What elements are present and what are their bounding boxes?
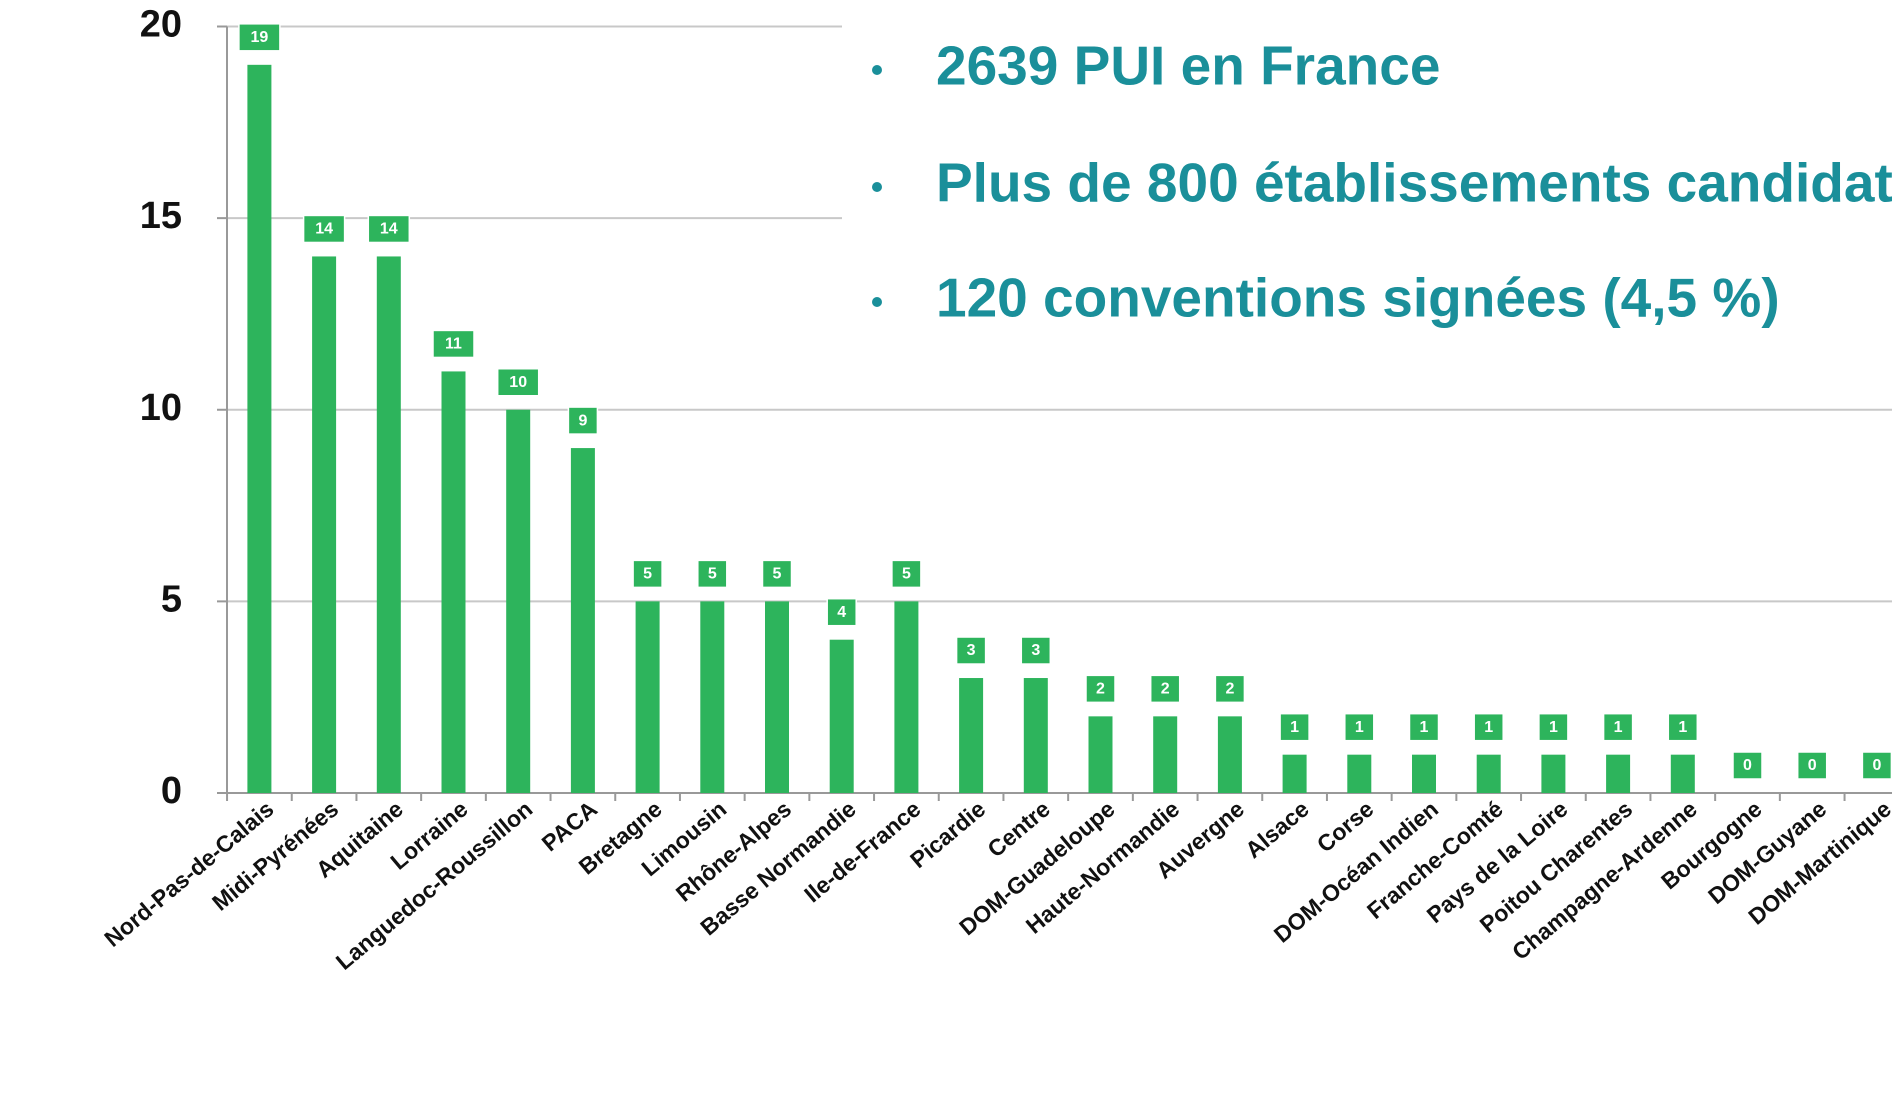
data-label-box: [891, 559, 922, 589]
data-label: 5: [643, 566, 652, 583]
data-label-box: [1732, 751, 1763, 780]
bar: [1670, 754, 1695, 793]
data-label-box: [567, 406, 599, 435]
data-label-box: [1149, 674, 1181, 704]
bar: [635, 601, 660, 793]
data-label-box: [1796, 751, 1828, 780]
data-label: 1: [1614, 719, 1623, 736]
data-label: 2: [1161, 681, 1170, 698]
annotation: 2639 PUI en France: [936, 35, 1440, 97]
bar: [894, 601, 919, 793]
data-label: 1: [1355, 719, 1364, 736]
data-label-box: [432, 329, 475, 359]
data-label-box: [1602, 712, 1634, 742]
data-label-box: [955, 636, 987, 665]
data-label: 2: [1225, 681, 1234, 698]
data-label: 11: [445, 336, 462, 353]
bar: [1412, 754, 1436, 793]
bar: [700, 601, 725, 793]
bar: [441, 371, 466, 793]
data-label: 5: [773, 566, 782, 583]
data-label: 9: [578, 412, 587, 429]
bullet: [872, 65, 882, 75]
bullet: [872, 297, 882, 307]
bar: [1347, 754, 1372, 793]
bar: [1023, 678, 1048, 793]
data-label: 14: [380, 221, 398, 238]
bar: [829, 639, 854, 793]
data-label: 1: [1678, 719, 1687, 736]
bar: [570, 448, 595, 793]
bar: [1476, 754, 1501, 793]
data-label-box: [1020, 636, 1052, 665]
y-tick-label: 0: [161, 770, 182, 812]
y-tick-label: 20: [140, 4, 182, 46]
data-label: 2: [1096, 681, 1105, 698]
bar: [1606, 754, 1631, 793]
data-label: 0: [1872, 757, 1881, 774]
bar: [247, 64, 272, 793]
bar: [1217, 716, 1242, 793]
bar: [506, 409, 531, 793]
bar: [1153, 716, 1178, 793]
data-label-box: [632, 559, 663, 589]
data-label-box: [761, 559, 793, 589]
data-label-box: [1667, 712, 1699, 742]
data-label-box: [697, 559, 728, 589]
bullet: [872, 182, 882, 192]
data-label: 19: [251, 29, 269, 46]
data-label-box: [238, 23, 281, 52]
data-label-box: [1279, 712, 1310, 742]
data-label-box: [302, 214, 346, 244]
data-label: 1: [1549, 719, 1558, 736]
data-label-box: [1408, 712, 1440, 742]
data-label: 5: [708, 566, 717, 583]
data-label-box: [1085, 674, 1116, 704]
bar: [1282, 754, 1307, 793]
data-label: 0: [1808, 757, 1817, 774]
text-backdrop: [842, 0, 1892, 260]
data-label: 0: [1743, 757, 1752, 774]
data-label-box: [1344, 712, 1375, 742]
data-label: 3: [1031, 642, 1040, 659]
y-tick-label: 10: [140, 387, 182, 429]
bar: [312, 256, 337, 793]
data-label: 3: [967, 642, 976, 659]
y-tick-label: 5: [161, 578, 182, 620]
data-label: 10: [509, 374, 527, 391]
data-label: 5: [902, 566, 911, 583]
bar: [1088, 716, 1113, 793]
data-label: 1: [1290, 719, 1299, 736]
annotation: Plus de 800 établissements candidats: [936, 152, 1892, 214]
data-label: 14: [315, 221, 333, 238]
x-tick-label: Alsace: [1240, 796, 1314, 864]
data-label-box: [1473, 712, 1504, 742]
bar: [765, 601, 789, 793]
data-label: 4: [837, 604, 846, 621]
bar: [376, 256, 401, 793]
data-label-box: [367, 214, 411, 244]
bar: [959, 678, 984, 793]
data-label-box: [826, 597, 857, 627]
y-tick-label: 15: [140, 195, 182, 237]
data-label-box: [496, 368, 540, 397]
annotation: 120 conventions signées (4,5 %): [936, 267, 1780, 329]
bar: [1541, 754, 1566, 793]
data-label-box: [1538, 712, 1569, 742]
data-label-box: [1214, 674, 1246, 704]
data-label: 1: [1484, 719, 1493, 736]
data-label: 1: [1420, 719, 1429, 736]
data-label-box: [1861, 751, 1892, 780]
